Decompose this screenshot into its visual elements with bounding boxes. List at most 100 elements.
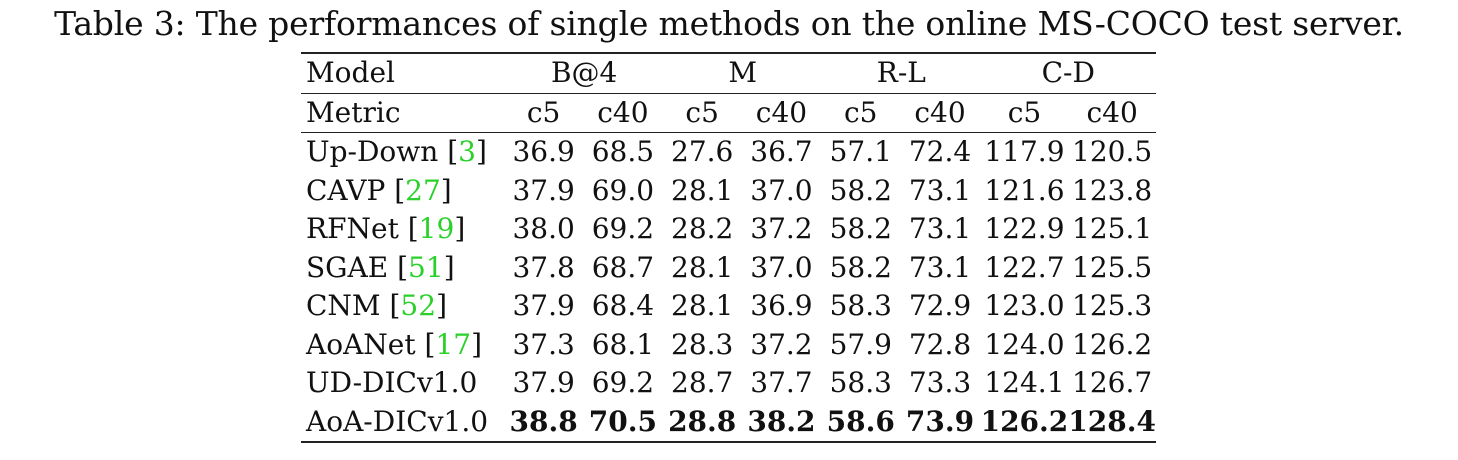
subcol-header: c5 — [663, 92, 741, 133]
table-row: AoA-DICv1.0 38.8 70.5 28.8 38.2 58.6 73.9 126.2… — [301, 402, 1156, 443]
score-cell: 70.5 — [582, 402, 664, 443]
score-cell: 37.7 — [750, 366, 813, 399]
subcol-header: c40 — [740, 92, 823, 133]
table-row: UD-DICv1.0 37.9 69.2 28.7 37.7 58.3 73.3 124.1 1… — [301, 364, 1156, 403]
score-cell: 36.9 — [504, 132, 583, 172]
score-cell: 122.9 — [984, 212, 1065, 245]
score-cell: 58.3 — [829, 366, 892, 399]
score-cell: 125.1 — [1072, 212, 1153, 245]
model-name: RFNet — [306, 212, 399, 245]
score-cell: 28.1 — [671, 173, 734, 207]
score-cell: 72.8 — [908, 327, 972, 361]
model-name-cell: SGAE [51] — [306, 250, 455, 284]
citation-link[interactable]: 19 — [418, 212, 455, 245]
header-row-groups: Model B@4 M R-L C-D — [301, 52, 1156, 93]
score-cell: 124.1 — [984, 366, 1065, 399]
score-cell: 38.0 — [512, 212, 575, 245]
results-table: Model B@4 M R-L C-D Metric c5 c40 c5 c40… — [301, 52, 1156, 443]
score-cell: 37.9 — [512, 366, 575, 399]
score-cell: 28.8 — [663, 402, 741, 443]
score-cell: 122.7 — [984, 250, 1065, 284]
citation-link[interactable]: 27 — [405, 173, 441, 207]
citation-link[interactable]: 51 — [408, 250, 444, 284]
model-name: CNM — [306, 289, 381, 322]
table-row: AoANet [17] 37.3 68.1 28.3 37.2 57.9 72.8 124.0… — [301, 326, 1156, 365]
score-cell: 36.7 — [740, 132, 823, 172]
model-name: CAVP — [306, 173, 386, 207]
group-header-rouge-l: R-L — [822, 52, 981, 93]
score-cell: 37.0 — [750, 250, 813, 284]
score-cell: 28.1 — [671, 250, 734, 284]
score-cell: 125.5 — [1072, 250, 1153, 284]
citation-link[interactable]: 17 — [435, 327, 472, 361]
model-name-cell: AoA-DICv1.0 — [301, 402, 505, 443]
citation-link[interactable]: 52 — [400, 289, 437, 322]
header-row-metrics: Metric c5 c40 c5 c40 c5 c40 c5 c40 — [301, 92, 1156, 133]
score-cell: 58.3 — [829, 289, 892, 322]
score-cell: 121.6 — [984, 173, 1065, 207]
score-cell: 28.7 — [671, 366, 734, 399]
score-cell: 38.2 — [740, 402, 823, 443]
model-name-cell: RFNet [19] — [306, 212, 466, 245]
score-cell: 69.2 — [591, 366, 655, 399]
score-cell: 58.2 — [829, 173, 892, 207]
score-cell: 37.0 — [750, 173, 813, 207]
score-cell: 58.2 — [829, 250, 892, 284]
score-cell: 123.8 — [1072, 173, 1153, 207]
group-header-meteor: M — [663, 52, 823, 93]
score-cell: 37.2 — [750, 212, 813, 245]
subcol-header: c40 — [582, 92, 664, 133]
score-cell: 72.9 — [908, 289, 972, 322]
score-cell: 57.1 — [822, 132, 900, 172]
score-cell: 38.8 — [504, 402, 583, 443]
metric-header: Metric — [301, 92, 505, 133]
score-cell: 69.0 — [591, 173, 655, 207]
score-cell: 73.1 — [908, 173, 972, 207]
score-cell: 68.4 — [591, 289, 655, 322]
score-cell: 68.5 — [582, 132, 664, 172]
score-cell: 58.2 — [829, 212, 892, 245]
table-body: Up-Down [3] 36.9 68.5 27.6 36.7 57.1 72.4 117.9… — [301, 132, 1156, 443]
score-cell: 73.1 — [908, 250, 972, 284]
model-name: SGAE — [306, 250, 389, 284]
group-header-bleu4: B@4 — [504, 52, 664, 93]
table-row: SGAE [51] 37.8 68.7 28.1 37.0 58.2 73.1 122.7 12… — [301, 249, 1156, 288]
table-row: CAVP [27] 37.9 69.0 28.1 37.0 58.2 73.1 121.6 12… — [301, 172, 1156, 211]
subcol-header: c5 — [822, 92, 900, 133]
score-cell: 69.2 — [591, 212, 655, 245]
subcol-header: c40 — [1068, 92, 1156, 133]
score-cell: 117.9 — [980, 132, 1069, 172]
score-cell: 28.2 — [671, 212, 734, 245]
model-name: AoANet — [306, 327, 416, 361]
score-cell: 57.9 — [829, 327, 892, 361]
table-row: RFNet [19] 38.0 69.2 28.2 37.2 58.2 73.1 122.9 1… — [301, 210, 1156, 249]
score-cell: 68.1 — [591, 327, 655, 361]
score-cell: 37.3 — [512, 327, 575, 361]
score-cell: 28.3 — [671, 327, 734, 361]
score-cell: 37.2 — [750, 327, 813, 361]
subcol-header: c5 — [980, 92, 1069, 133]
score-cell: 28.1 — [671, 289, 734, 322]
score-cell: 124.0 — [984, 327, 1065, 361]
score-cell: 126.7 — [1072, 366, 1153, 399]
table-row: Up-Down [3] 36.9 68.5 27.6 36.7 57.1 72.4 117.9… — [301, 132, 1156, 172]
subcol-header: c40 — [899, 92, 981, 133]
score-cell: 123.0 — [984, 289, 1065, 322]
model-name-cell: AoANet [17] — [306, 327, 483, 361]
score-cell: 126.2 — [980, 402, 1069, 443]
score-cell: 37.9 — [512, 289, 575, 322]
score-cell: 73.1 — [908, 212, 972, 245]
score-cell: 68.7 — [591, 250, 655, 284]
score-cell: 120.5 — [1068, 132, 1156, 172]
score-cell: 27.6 — [663, 132, 741, 172]
score-cell: 73.3 — [908, 366, 972, 399]
subcol-header: c5 — [504, 92, 583, 133]
score-cell: 73.9 — [899, 402, 981, 443]
model-name-cell: Up-Down [3] — [301, 132, 505, 172]
model-name: Up-Down — [306, 135, 439, 168]
score-cell: 126.2 — [1072, 327, 1153, 361]
score-cell: 37.9 — [512, 173, 575, 207]
score-cell: 128.4 — [1068, 402, 1156, 443]
citation-link[interactable]: 3 — [458, 135, 476, 168]
table-caption: Table 3: The performances of single meth… — [54, 4, 1404, 43]
